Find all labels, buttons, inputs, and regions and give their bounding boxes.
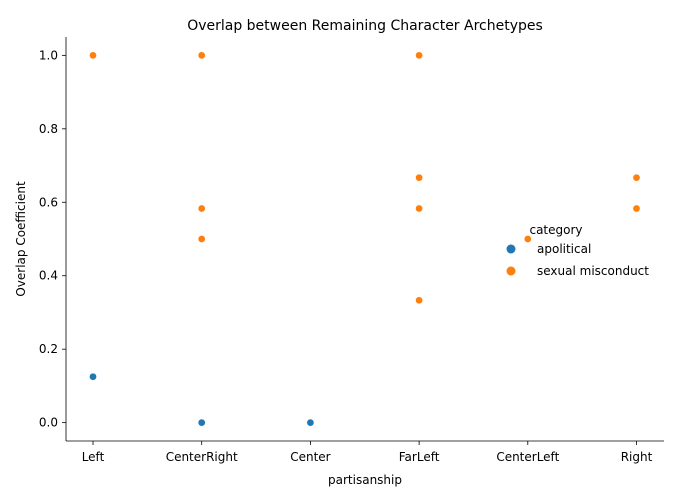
legend-entries: apolitical sexual misconduct xyxy=(506,242,649,278)
y-tick-label: 0.4 xyxy=(39,269,58,283)
plot-area xyxy=(89,51,641,427)
y-axis-label: Overlap Coefficient xyxy=(14,181,28,297)
data-point xyxy=(415,204,423,213)
data-point xyxy=(523,235,532,243)
y-tick-label: 0.8 xyxy=(39,122,58,136)
legend-marker xyxy=(506,266,516,276)
data-point xyxy=(89,51,97,60)
data-point xyxy=(415,296,423,305)
y-tick-label: 0.0 xyxy=(39,416,58,430)
data-point xyxy=(415,173,423,182)
x-tick-label: FarLeft xyxy=(399,450,440,464)
chart-title: Overlap between Remaining Character Arch… xyxy=(187,18,543,34)
data-point xyxy=(632,173,641,182)
x-tick-label: Left xyxy=(82,450,105,464)
legend-title: category xyxy=(529,223,582,237)
data-point xyxy=(89,372,97,381)
x-tick-label: Center xyxy=(290,450,330,464)
legend-label: apolitical xyxy=(537,242,591,256)
y-tick-label: 0.2 xyxy=(39,342,58,356)
x-tick-label: CenterRight xyxy=(166,450,238,464)
legend-marker xyxy=(506,244,516,254)
legend-label: sexual misconduct xyxy=(537,264,649,278)
data-point xyxy=(197,204,206,213)
y-tick-label: 0.6 xyxy=(39,195,58,209)
x-axis-label: partisanship xyxy=(328,473,402,487)
data-point xyxy=(415,51,423,60)
x-tick-label: Right xyxy=(621,450,653,464)
data-point xyxy=(197,235,206,243)
y-ticks: 0.0 0.2 0.4 0.6 0.8 1.0 xyxy=(39,48,66,430)
legend: category apolitical sexual misconduct xyxy=(506,223,649,278)
y-tick-label: 1.0 xyxy=(39,48,58,62)
x-tick-label: CenterLeft xyxy=(496,450,559,464)
data-point xyxy=(197,51,206,60)
data-point xyxy=(632,204,641,213)
data-point xyxy=(306,418,315,427)
data-point xyxy=(197,418,206,427)
x-ticks: Left CenterRight Center FarLeft CenterLeft Ri… xyxy=(82,441,653,464)
